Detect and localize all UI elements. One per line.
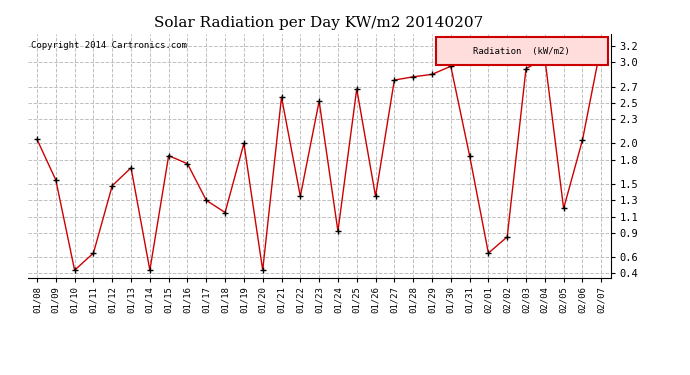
Title: Solar Radiation per Day KW/m2 20140207: Solar Radiation per Day KW/m2 20140207 <box>155 16 484 30</box>
Text: Radiation  (kW/m2): Radiation (kW/m2) <box>473 47 570 56</box>
FancyBboxPatch shape <box>436 38 608 65</box>
Text: Copyright 2014 Cartronics.com: Copyright 2014 Cartronics.com <box>30 41 186 50</box>
